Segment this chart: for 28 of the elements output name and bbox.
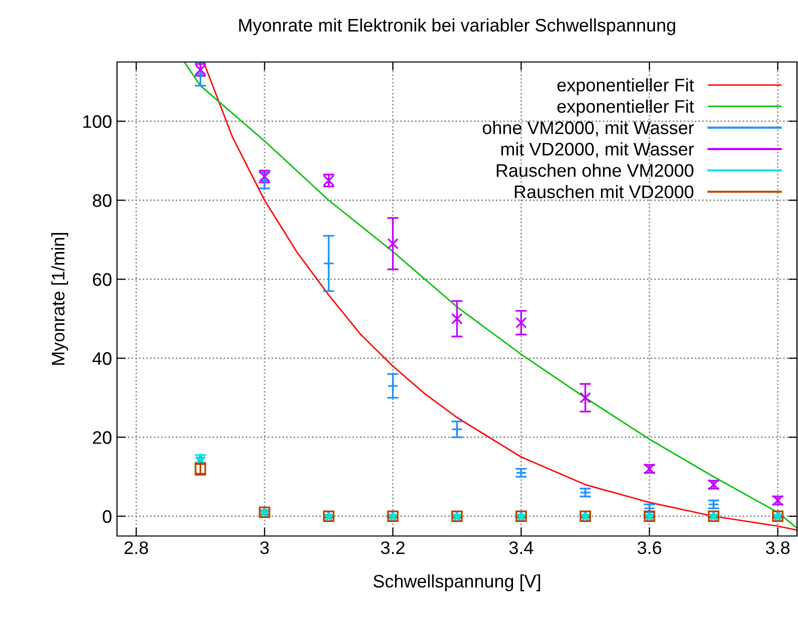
point <box>451 313 463 324</box>
y-tick-label: 100 <box>83 115 112 128</box>
y-tick-label: 20 <box>92 431 112 444</box>
y-tick-label: 60 <box>92 273 112 286</box>
point <box>387 238 399 250</box>
x-tick-label: 3.4 <box>509 541 534 554</box>
legend-label: ohne VM2000, mit Wasser <box>482 120 694 136</box>
point <box>323 258 334 270</box>
point <box>387 380 399 392</box>
legend-label: mit VD2000, mit Wasser <box>501 142 694 158</box>
x-tick-label: 3.6 <box>638 541 662 554</box>
point <box>580 392 591 404</box>
legend-label: exponentieller Fit <box>557 78 694 96</box>
point <box>515 317 527 328</box>
legend-label: Rauschen mit VD2000 <box>514 184 694 198</box>
x-tick-label: 2.8 <box>124 541 148 554</box>
y-tick-label: 0 <box>102 510 112 523</box>
y-axis-title: Myonrate [1/min] <box>51 233 68 365</box>
point <box>451 424 463 436</box>
y-tick-label: 40 <box>92 352 112 365</box>
x-tick-label: 3.8 <box>766 541 790 554</box>
x-tick-label: 3.2 <box>380 541 404 554</box>
chart-title: Myonrate mit Elektronik bei variabler Schwellspannung <box>239 18 676 36</box>
legend-label: exponentieller Fit <box>557 100 694 116</box>
x-axis-title: Schwellspannung [V] <box>374 574 540 592</box>
legend-label: Rauschen ohne VM2000 <box>496 164 694 177</box>
x-tick-label: 3 <box>260 541 269 554</box>
y-tick-label: 80 <box>92 194 112 207</box>
